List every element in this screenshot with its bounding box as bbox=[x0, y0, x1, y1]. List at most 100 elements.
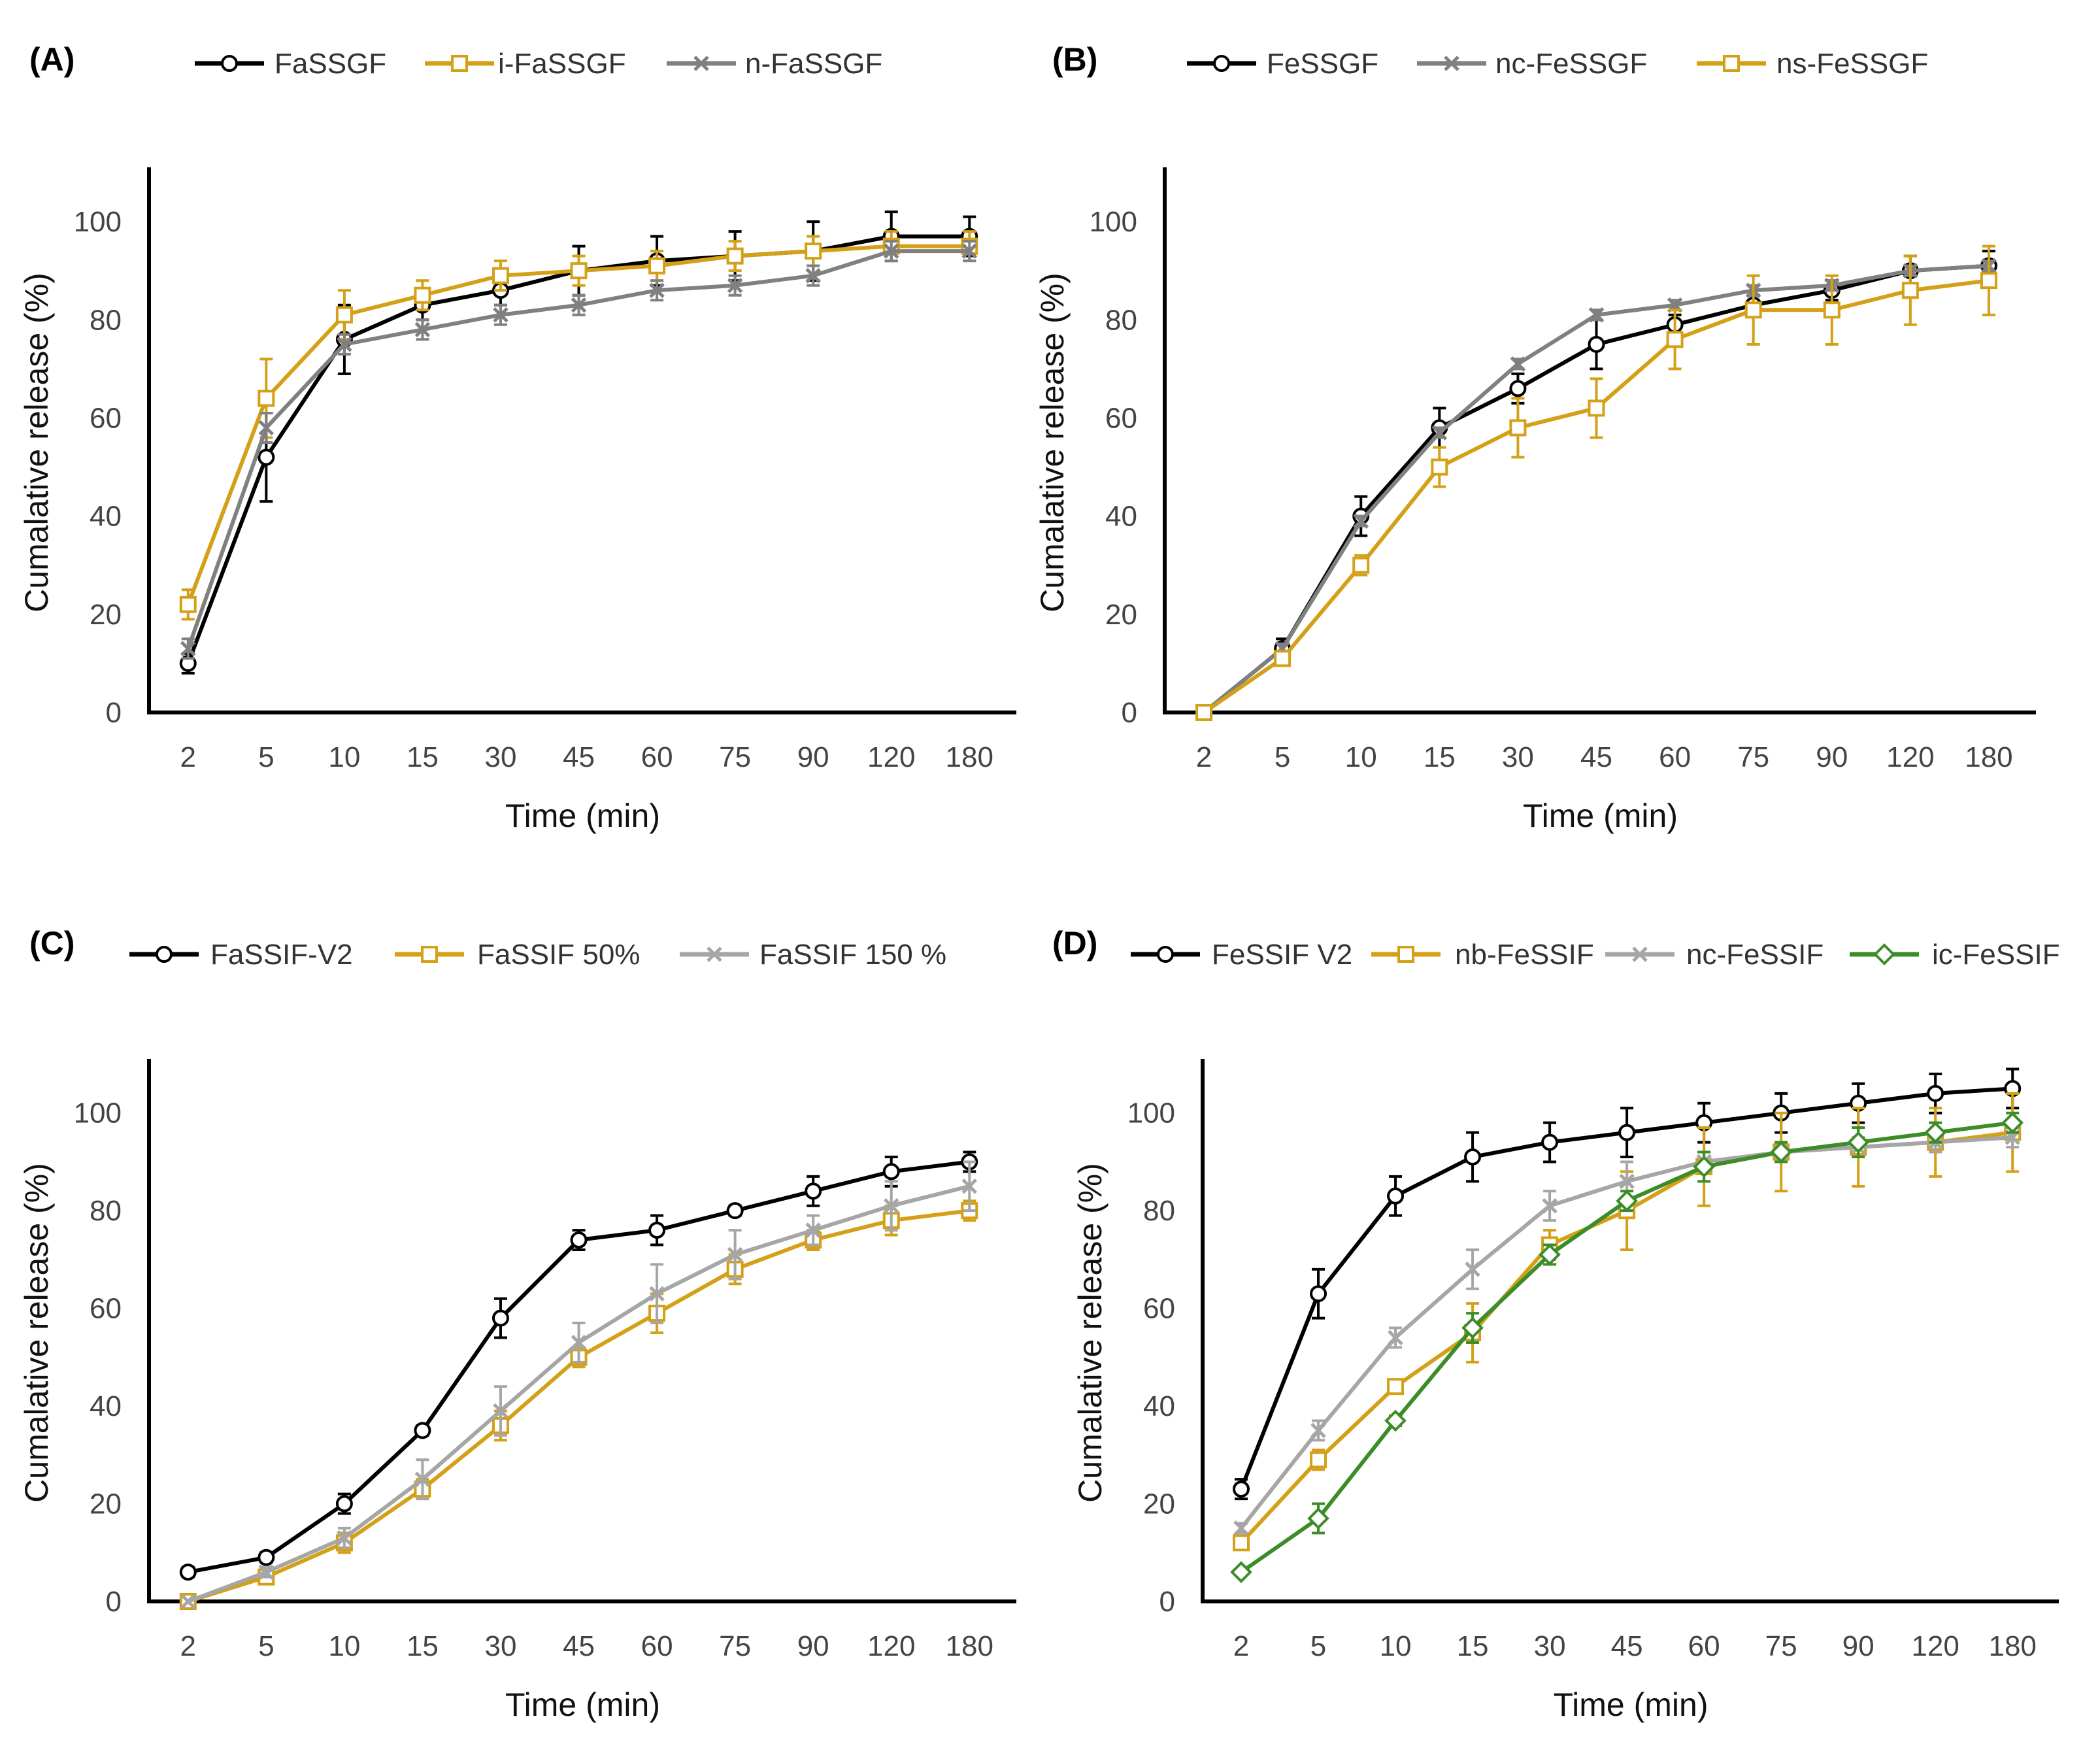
panel-b-legend-fessgf: FeSSGF bbox=[1187, 48, 1378, 80]
panel-d-point-ic-fessif-2 bbox=[1384, 1409, 1407, 1432]
panel-d-point-fessif-v2-4 bbox=[1541, 1133, 1559, 1151]
panel-c-point-fassif-v2-7 bbox=[726, 1202, 744, 1220]
panel-d-y-tick-40: 40 bbox=[1143, 1390, 1175, 1422]
panel-c-point-fassif-v2-8 bbox=[805, 1182, 822, 1200]
panel-c-x-tick-120: 120 bbox=[867, 1630, 915, 1662]
panel-a-point-i-fassgf-6 bbox=[648, 257, 666, 275]
panel-d-x-tick-60: 60 bbox=[1688, 1630, 1720, 1662]
panel-d-legend-text-ic-fessif: ic-FeSSIF bbox=[1932, 939, 2060, 971]
panel-c-label: (C) bbox=[29, 925, 75, 962]
panel-b-legend-nc-fessgf: nc-FeSSGF bbox=[1417, 48, 1647, 80]
panel-c-legend-marker-fassif-v2 bbox=[156, 946, 173, 963]
panel-c-legend-text-fassif-50: FaSSIF 50% bbox=[477, 939, 640, 971]
panel-a-point-n-fassgf-9 bbox=[883, 243, 899, 259]
panel-c-y-tick-40: 40 bbox=[90, 1390, 122, 1422]
panel-d-x-tick-180: 180 bbox=[1988, 1630, 2036, 1662]
panel-b-legend-text-nc-fessgf: nc-FeSSGF bbox=[1495, 48, 1647, 80]
panel-b-point-ns-fessgf-9 bbox=[1901, 282, 1919, 299]
panel-d-point-nc-fessif-3 bbox=[1465, 1262, 1480, 1277]
panel-a-y-axis-title: Cumalative release (%) bbox=[18, 273, 55, 612]
panel-a-y-tick-80: 80 bbox=[90, 304, 122, 336]
panel-d-point-ic-fessif-7 bbox=[1770, 1141, 1792, 1163]
panel-b-x-tick-60: 60 bbox=[1659, 741, 1691, 773]
panel-c-point-fassif-150-6 bbox=[649, 1286, 665, 1301]
panel-b-series-fessgf bbox=[1195, 250, 1997, 721]
panel-c-point-fassif-150-8 bbox=[805, 1222, 821, 1238]
panel-d-point-fessif-v2-1 bbox=[1310, 1285, 1327, 1303]
panel-a-point-i-fassgf-4 bbox=[492, 267, 509, 284]
panel-d-y-axis-title: Cumalative release (%) bbox=[1072, 1163, 1108, 1503]
panel-a-x-tick-45: 45 bbox=[563, 741, 595, 773]
panel-a-legend-text-fassgf: FaSSGF bbox=[275, 48, 386, 80]
panel-c-y-tick-80: 80 bbox=[90, 1195, 122, 1227]
panel-b-legend-marker-ns-fessgf bbox=[1723, 55, 1740, 72]
panel-a-y-tick-40: 40 bbox=[90, 501, 122, 533]
panel-c-x-tick-10: 10 bbox=[328, 1630, 360, 1662]
panel-a-x-tick-5: 5 bbox=[258, 741, 274, 773]
panel-b-y-tick-60: 60 bbox=[1105, 402, 1137, 434]
panel-d-series-fessif-v2 bbox=[1233, 1067, 2022, 1501]
panel-d-legend-fessif-v2: FeSSIF V2 bbox=[1131, 939, 1352, 971]
panel-b-point-ns-fessgf-3 bbox=[1431, 458, 1448, 476]
panel-d-point-nc-fessif-5 bbox=[1619, 1173, 1635, 1190]
panel-d-x-tick-75: 75 bbox=[1765, 1630, 1797, 1662]
panel-a-x-tick-15: 15 bbox=[407, 741, 439, 773]
panel-b-label: (B) bbox=[1052, 41, 1097, 78]
panel-b-x-tick-180: 180 bbox=[1965, 741, 2012, 773]
panel-d-x-tick-30: 30 bbox=[1534, 1630, 1566, 1662]
panel-d-y-tick-60: 60 bbox=[1143, 1293, 1175, 1325]
panel-a: (A) FaSSGF i-FaSSGF n-FaSSGF 0 20 40 60 80 100 2 5 1… bbox=[18, 41, 1016, 834]
panel-c-line-fassif-50 bbox=[187, 1209, 970, 1603]
panel-c-point-fassif-150-3 bbox=[414, 1471, 431, 1487]
panel-c-point-fassif-v2-6 bbox=[648, 1222, 666, 1239]
panel-b-y-tick-100: 100 bbox=[1090, 206, 1137, 238]
panel-d-x-tick-90: 90 bbox=[1842, 1630, 1875, 1662]
panel-b-x-tick-30: 30 bbox=[1502, 741, 1534, 773]
panel-d-point-ic-fessif-1 bbox=[1307, 1507, 1329, 1530]
panel-b-legend-ns-fessgf: ns-FeSSGF bbox=[1697, 48, 1928, 80]
panel-d-label: (D) bbox=[1052, 925, 1097, 962]
panel-a-point-n-fassgf-7 bbox=[727, 277, 743, 293]
panel-a-point-n-fassgf-5 bbox=[571, 297, 587, 313]
panel-b-x-tick-15: 15 bbox=[1424, 741, 1456, 773]
panel-c-point-fassif-150-9 bbox=[883, 1197, 899, 1214]
panel-b-x-tick-75: 75 bbox=[1737, 741, 1769, 773]
panel-b-y-axis-title: Cumalative release (%) bbox=[1034, 273, 1071, 612]
panel-a-x-tick-75: 75 bbox=[719, 741, 751, 773]
panel-a-legend-i-fassgf: i-FaSSGF bbox=[425, 48, 626, 80]
panel-b-point-ns-fessgf-7 bbox=[1744, 301, 1762, 319]
panel-c: (C) FaSSIF-V2 FaSSIF 50% FaSSIF 150 % 0 20 40 6… bbox=[18, 925, 1016, 1723]
panel-a-x-axis-title: Time (min) bbox=[505, 797, 660, 834]
panel-a-y-tick-100: 100 bbox=[74, 206, 122, 238]
panel-b-point-ns-fessgf-0 bbox=[1195, 704, 1213, 721]
panel-c-legend-marker-fassif-50 bbox=[421, 946, 438, 963]
panel-d-point-ic-fessif-10 bbox=[2001, 1111, 2024, 1134]
panel-c-legend-fassif-150: FaSSIF 150 % bbox=[680, 939, 946, 971]
panel-a-point-n-fassgf-0 bbox=[180, 641, 196, 657]
panel-a-point-n-fassgf-3 bbox=[414, 322, 431, 338]
panel-b-point-ns-fessgf-5 bbox=[1588, 399, 1605, 417]
panel-c-x-tick-60: 60 bbox=[641, 1630, 673, 1662]
panel-a-point-i-fassgf-5 bbox=[570, 262, 588, 280]
panel-c-point-fassif-150-4 bbox=[493, 1403, 508, 1419]
panel-a-point-fassgf-1 bbox=[258, 448, 275, 466]
panel-b: (B) FeSSGF nc-FeSSGF ns-FeSSGF 0 20 40 60 80 100 2… bbox=[1034, 41, 2036, 834]
panel-b-legend-marker-nc-fessgf bbox=[1444, 56, 1459, 71]
panel-d-point-nb-fessif-0 bbox=[1233, 1534, 1250, 1552]
panel-c-point-fassif-v2-3 bbox=[414, 1422, 431, 1439]
panel-d-legend-text-fessif-v2: FeSSIF V2 bbox=[1212, 939, 1352, 971]
panel-b-y-tick-0: 0 bbox=[1122, 697, 1137, 729]
panel-c-x-tick-180: 180 bbox=[946, 1630, 993, 1662]
panel-c-point-fassif-v2-9 bbox=[882, 1163, 900, 1180]
panel-b-y-tick-20: 20 bbox=[1105, 599, 1137, 631]
panel-b-x-tick-10: 10 bbox=[1345, 741, 1377, 773]
panel-a-legend-n-fassgf: n-FaSSGF bbox=[667, 48, 882, 80]
panel-d: (D) FeSSIF V2 nb-FeSSIF nc-FeSSIF ic-FeSSIF 0… bbox=[1052, 925, 2060, 1723]
panel-a-legend-text-n-fassgf: n-FaSSGF bbox=[745, 48, 882, 80]
panel-d-y-tick-0: 0 bbox=[1159, 1586, 1175, 1618]
panel-d-point-fessif-v2-2 bbox=[1387, 1187, 1405, 1205]
panel-d-point-nc-fessif-0 bbox=[1233, 1520, 1249, 1536]
panel-d-legend-marker-fessif-v2 bbox=[1157, 946, 1174, 963]
panel-b-x-tick-120: 120 bbox=[1886, 741, 1934, 773]
